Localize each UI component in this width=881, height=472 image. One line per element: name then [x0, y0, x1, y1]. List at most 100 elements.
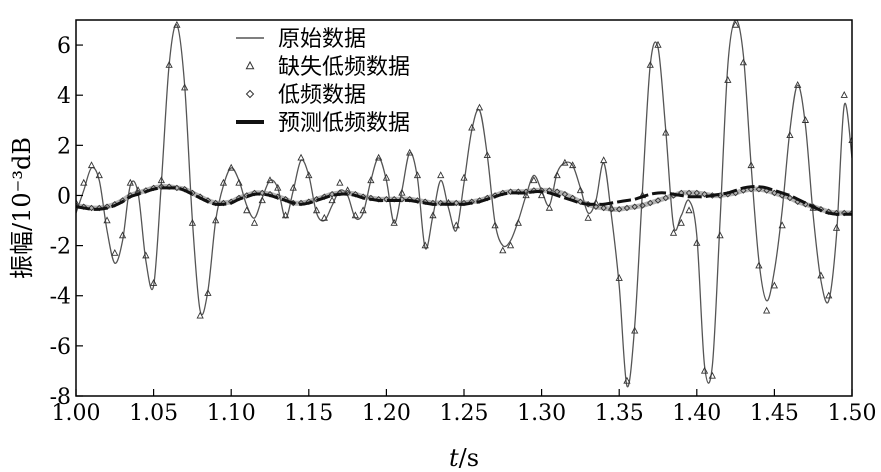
plot-frame: [75, 19, 853, 397]
data-point: [468, 123, 476, 131]
data-point: [514, 218, 522, 226]
data-point: [204, 289, 212, 296]
data-point: [522, 188, 530, 195]
legend-label: 缺失低频数据: [278, 55, 410, 80]
data-point: [669, 228, 678, 236]
data-point: [259, 189, 266, 197]
series-3: [76, 185, 852, 216]
legend-label: 低频数据: [278, 83, 366, 108]
x-tick-label: 1.40: [672, 401, 721, 426]
data-point: [212, 216, 220, 224]
data-point: [631, 326, 639, 334]
data-point: [88, 204, 95, 212]
data-point: [608, 206, 615, 213]
data-point: [708, 371, 716, 379]
data-point: [460, 173, 468, 181]
data-point: [561, 158, 569, 166]
data-point: [576, 186, 585, 194]
data-point: [507, 188, 514, 195]
data-point: [825, 291, 833, 299]
legend-label: 预测低频数据: [278, 111, 410, 136]
data-point: [398, 195, 406, 203]
data-point: [794, 81, 802, 88]
data-point: [848, 209, 852, 217]
data-point: [118, 231, 127, 239]
data-point: [149, 279, 158, 286]
data-point: [76, 198, 80, 206]
data-point: [631, 203, 638, 210]
data-point: [475, 103, 484, 111]
data-point: [312, 206, 321, 214]
data-point: [506, 241, 515, 249]
data-point: [647, 199, 654, 207]
data-point: [196, 311, 204, 319]
data-point: [739, 58, 747, 66]
data-point: [111, 248, 119, 256]
data-point: [406, 148, 414, 156]
y-tick-label: 2: [57, 134, 71, 159]
y-tick-label: -2: [50, 235, 71, 260]
data-point: [181, 83, 189, 91]
data-point: [763, 306, 771, 314]
data-point: [491, 221, 499, 229]
data-point: [817, 271, 825, 279]
data-point: [103, 216, 111, 224]
data-point: [305, 171, 313, 179]
legend-swatch: [245, 89, 255, 99]
data-point: [157, 176, 165, 184]
data-point: [646, 60, 654, 68]
legend-entry: 预测低频数据: [236, 111, 410, 136]
legend-label: 原始数据: [278, 27, 366, 52]
data-point: [452, 221, 460, 229]
data-point: [685, 206, 693, 214]
data-point: [786, 131, 794, 138]
data-point: [569, 161, 577, 169]
x-tick-label: 1.10: [207, 401, 256, 426]
data-point: [328, 196, 336, 204]
legend-entry: 原始数据: [236, 27, 366, 52]
y-tick-label: -6: [50, 335, 71, 360]
data-point: [320, 213, 328, 221]
data-point: [142, 251, 150, 259]
data-point: [545, 203, 553, 211]
data-point: [328, 190, 336, 198]
y-tick-label: 0: [57, 184, 71, 209]
x-tick-label: 1.45: [750, 401, 799, 426]
data-point: [577, 198, 584, 205]
legend-entry: 低频数据: [245, 83, 366, 108]
x-tick-label: 1.00: [52, 401, 101, 426]
data-point: [662, 194, 669, 202]
data-point: [429, 211, 437, 219]
data-point: [724, 75, 732, 83]
data-point: [87, 161, 96, 169]
data-point: [382, 173, 391, 181]
data-point: [700, 366, 709, 374]
data-point: [701, 190, 708, 198]
data-point: [219, 178, 228, 186]
series-line: [76, 185, 852, 216]
x-tick-label: 1.05: [129, 401, 178, 426]
data-point: [437, 171, 445, 179]
series-layer: [76, 20, 852, 388]
data-point: [80, 178, 88, 186]
data-point: [522, 191, 530, 199]
data-point: [623, 204, 631, 212]
data-point: [537, 191, 546, 199]
data-point: [359, 206, 367, 214]
data-point: [453, 199, 460, 207]
data-point: [126, 178, 134, 186]
legend-swatch: [245, 60, 255, 70]
legend-entry: 缺失低频数据: [245, 55, 410, 80]
data-point: [235, 178, 243, 186]
data-point: [297, 153, 305, 161]
data-point: [530, 176, 538, 184]
series-line: [76, 20, 852, 388]
data-point: [848, 136, 852, 144]
data-point: [95, 171, 103, 179]
x-tick-label: 1.35: [595, 401, 644, 426]
x-tick-label: 1.50: [828, 401, 877, 426]
data-point: [615, 274, 623, 281]
data-point: [375, 153, 383, 161]
data-point: [274, 183, 282, 191]
